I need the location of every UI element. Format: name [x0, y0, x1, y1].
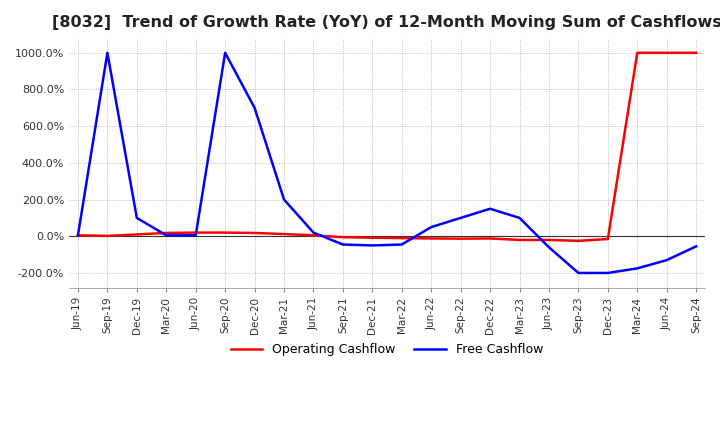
- Operating Cashflow: [486, 236, 495, 241]
- Free Cashflow: [662, 257, 671, 263]
- Operating Cashflow: [132, 232, 141, 237]
- Free Cashflow: [192, 233, 200, 238]
- Operating Cashflow: [162, 230, 171, 235]
- Free Cashflow: [132, 215, 141, 220]
- Free Cashflow: [221, 50, 230, 55]
- Free Cashflow: [73, 233, 82, 238]
- Free Cashflow: [574, 270, 582, 275]
- Operating Cashflow: [309, 233, 318, 238]
- Free Cashflow: [486, 206, 495, 211]
- Operating Cashflow: [662, 50, 671, 55]
- Title: [8032]  Trend of Growth Rate (YoY) of 12-Month Moving Sum of Cashflows: [8032] Trend of Growth Rate (YoY) of 12-…: [52, 15, 720, 30]
- Operating Cashflow: [251, 230, 259, 235]
- Free Cashflow: [633, 266, 642, 271]
- Legend: Operating Cashflow, Free Cashflow: Operating Cashflow, Free Cashflow: [226, 338, 548, 361]
- Operating Cashflow: [516, 237, 524, 242]
- Operating Cashflow: [544, 237, 553, 242]
- Operating Cashflow: [221, 230, 230, 235]
- Operating Cashflow: [603, 236, 612, 242]
- Operating Cashflow: [192, 230, 200, 235]
- Operating Cashflow: [427, 236, 436, 241]
- Free Cashflow: [368, 243, 377, 248]
- Line: Operating Cashflow: Operating Cashflow: [78, 53, 696, 241]
- Operating Cashflow: [574, 238, 582, 243]
- Free Cashflow: [251, 105, 259, 110]
- Free Cashflow: [692, 244, 701, 249]
- Free Cashflow: [338, 242, 347, 247]
- Operating Cashflow: [279, 231, 288, 237]
- Operating Cashflow: [368, 235, 377, 240]
- Free Cashflow: [603, 270, 612, 275]
- Free Cashflow: [456, 215, 465, 220]
- Free Cashflow: [397, 242, 406, 247]
- Operating Cashflow: [692, 50, 701, 55]
- Operating Cashflow: [338, 235, 347, 240]
- Free Cashflow: [427, 224, 436, 230]
- Operating Cashflow: [73, 233, 82, 238]
- Free Cashflow: [162, 233, 171, 238]
- Free Cashflow: [544, 245, 553, 250]
- Operating Cashflow: [456, 236, 465, 241]
- Operating Cashflow: [633, 50, 642, 55]
- Operating Cashflow: [397, 235, 406, 241]
- Line: Free Cashflow: Free Cashflow: [78, 53, 696, 273]
- Free Cashflow: [309, 230, 318, 235]
- Free Cashflow: [279, 197, 288, 202]
- Free Cashflow: [103, 50, 112, 55]
- Operating Cashflow: [103, 233, 112, 238]
- Free Cashflow: [516, 215, 524, 220]
